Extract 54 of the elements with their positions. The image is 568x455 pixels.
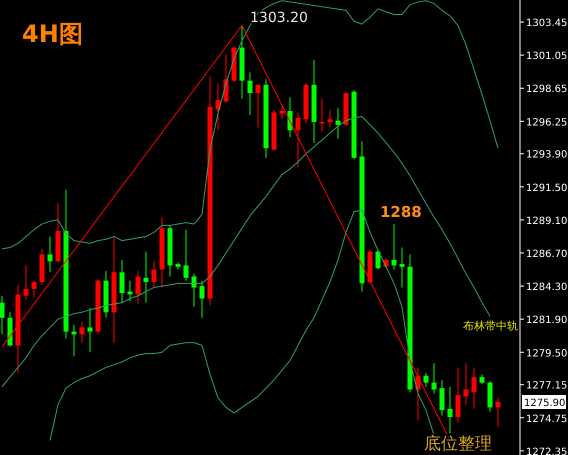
y-tick-label: 1298.65 (526, 84, 568, 96)
y-tick-label: 1272.35 (526, 446, 568, 455)
y-tick-label: 1289.10 (526, 216, 568, 227)
candlestick (144, 251, 148, 304)
candlestick (80, 321, 84, 344)
candlestick (248, 72, 252, 116)
candlestick (328, 109, 332, 128)
y-tick-label: 1277.15 (526, 380, 568, 392)
y-tick-label: 1296.25 (526, 117, 568, 128)
y-tick-label: 1301.05 (526, 51, 568, 62)
y-tick-label: 1286.70 (526, 249, 568, 260)
candlestick (424, 372, 428, 388)
candlestick (192, 273, 196, 308)
y-tick-label: 1274.75 (526, 414, 568, 425)
candlestick (32, 280, 36, 298)
candlestick (496, 397, 500, 428)
y-tick-label: 1293.90 (526, 150, 568, 161)
y-tick-label: 1279.50 (526, 348, 568, 360)
candlestick (0, 295, 4, 335)
candlestick (120, 259, 124, 304)
candlestick (72, 324, 76, 357)
candlestick (376, 250, 380, 270)
candlestick (400, 246, 404, 288)
candlestick (456, 366, 460, 424)
candlestick (472, 366, 476, 410)
candlestick (464, 362, 468, 406)
y-tick-label: 1284.30 (526, 282, 568, 294)
candlestick (88, 308, 92, 353)
text: 1275.90 (524, 398, 566, 409)
candlestick (280, 104, 284, 120)
candlestick (136, 270, 140, 305)
candlestick (184, 229, 188, 282)
candlestick (432, 362, 436, 394)
series-label: 布林带中轨 (463, 319, 518, 332)
candlestick (256, 84, 260, 128)
candlestick (152, 260, 156, 288)
annotation: 1288 (380, 203, 422, 221)
candlestick (392, 224, 396, 270)
candlestick (448, 386, 452, 434)
candlestick (296, 112, 300, 168)
candlestick (480, 374, 484, 384)
candlestick (440, 379, 444, 416)
y-tick-label: 1281.90 (526, 315, 568, 326)
candlestick (320, 98, 324, 132)
candlestick (200, 280, 204, 318)
line-series (2, 0, 498, 250)
annotation: 底位整理 (424, 434, 492, 454)
candlestick (24, 264, 28, 300)
y-tick-label: 1291.50 (526, 182, 568, 194)
candlestick (48, 236, 52, 273)
candlestick (128, 280, 132, 302)
y-tick-label: 1303.45 (526, 18, 568, 30)
candlestick (336, 108, 340, 140)
text: 4H图 (22, 20, 83, 48)
